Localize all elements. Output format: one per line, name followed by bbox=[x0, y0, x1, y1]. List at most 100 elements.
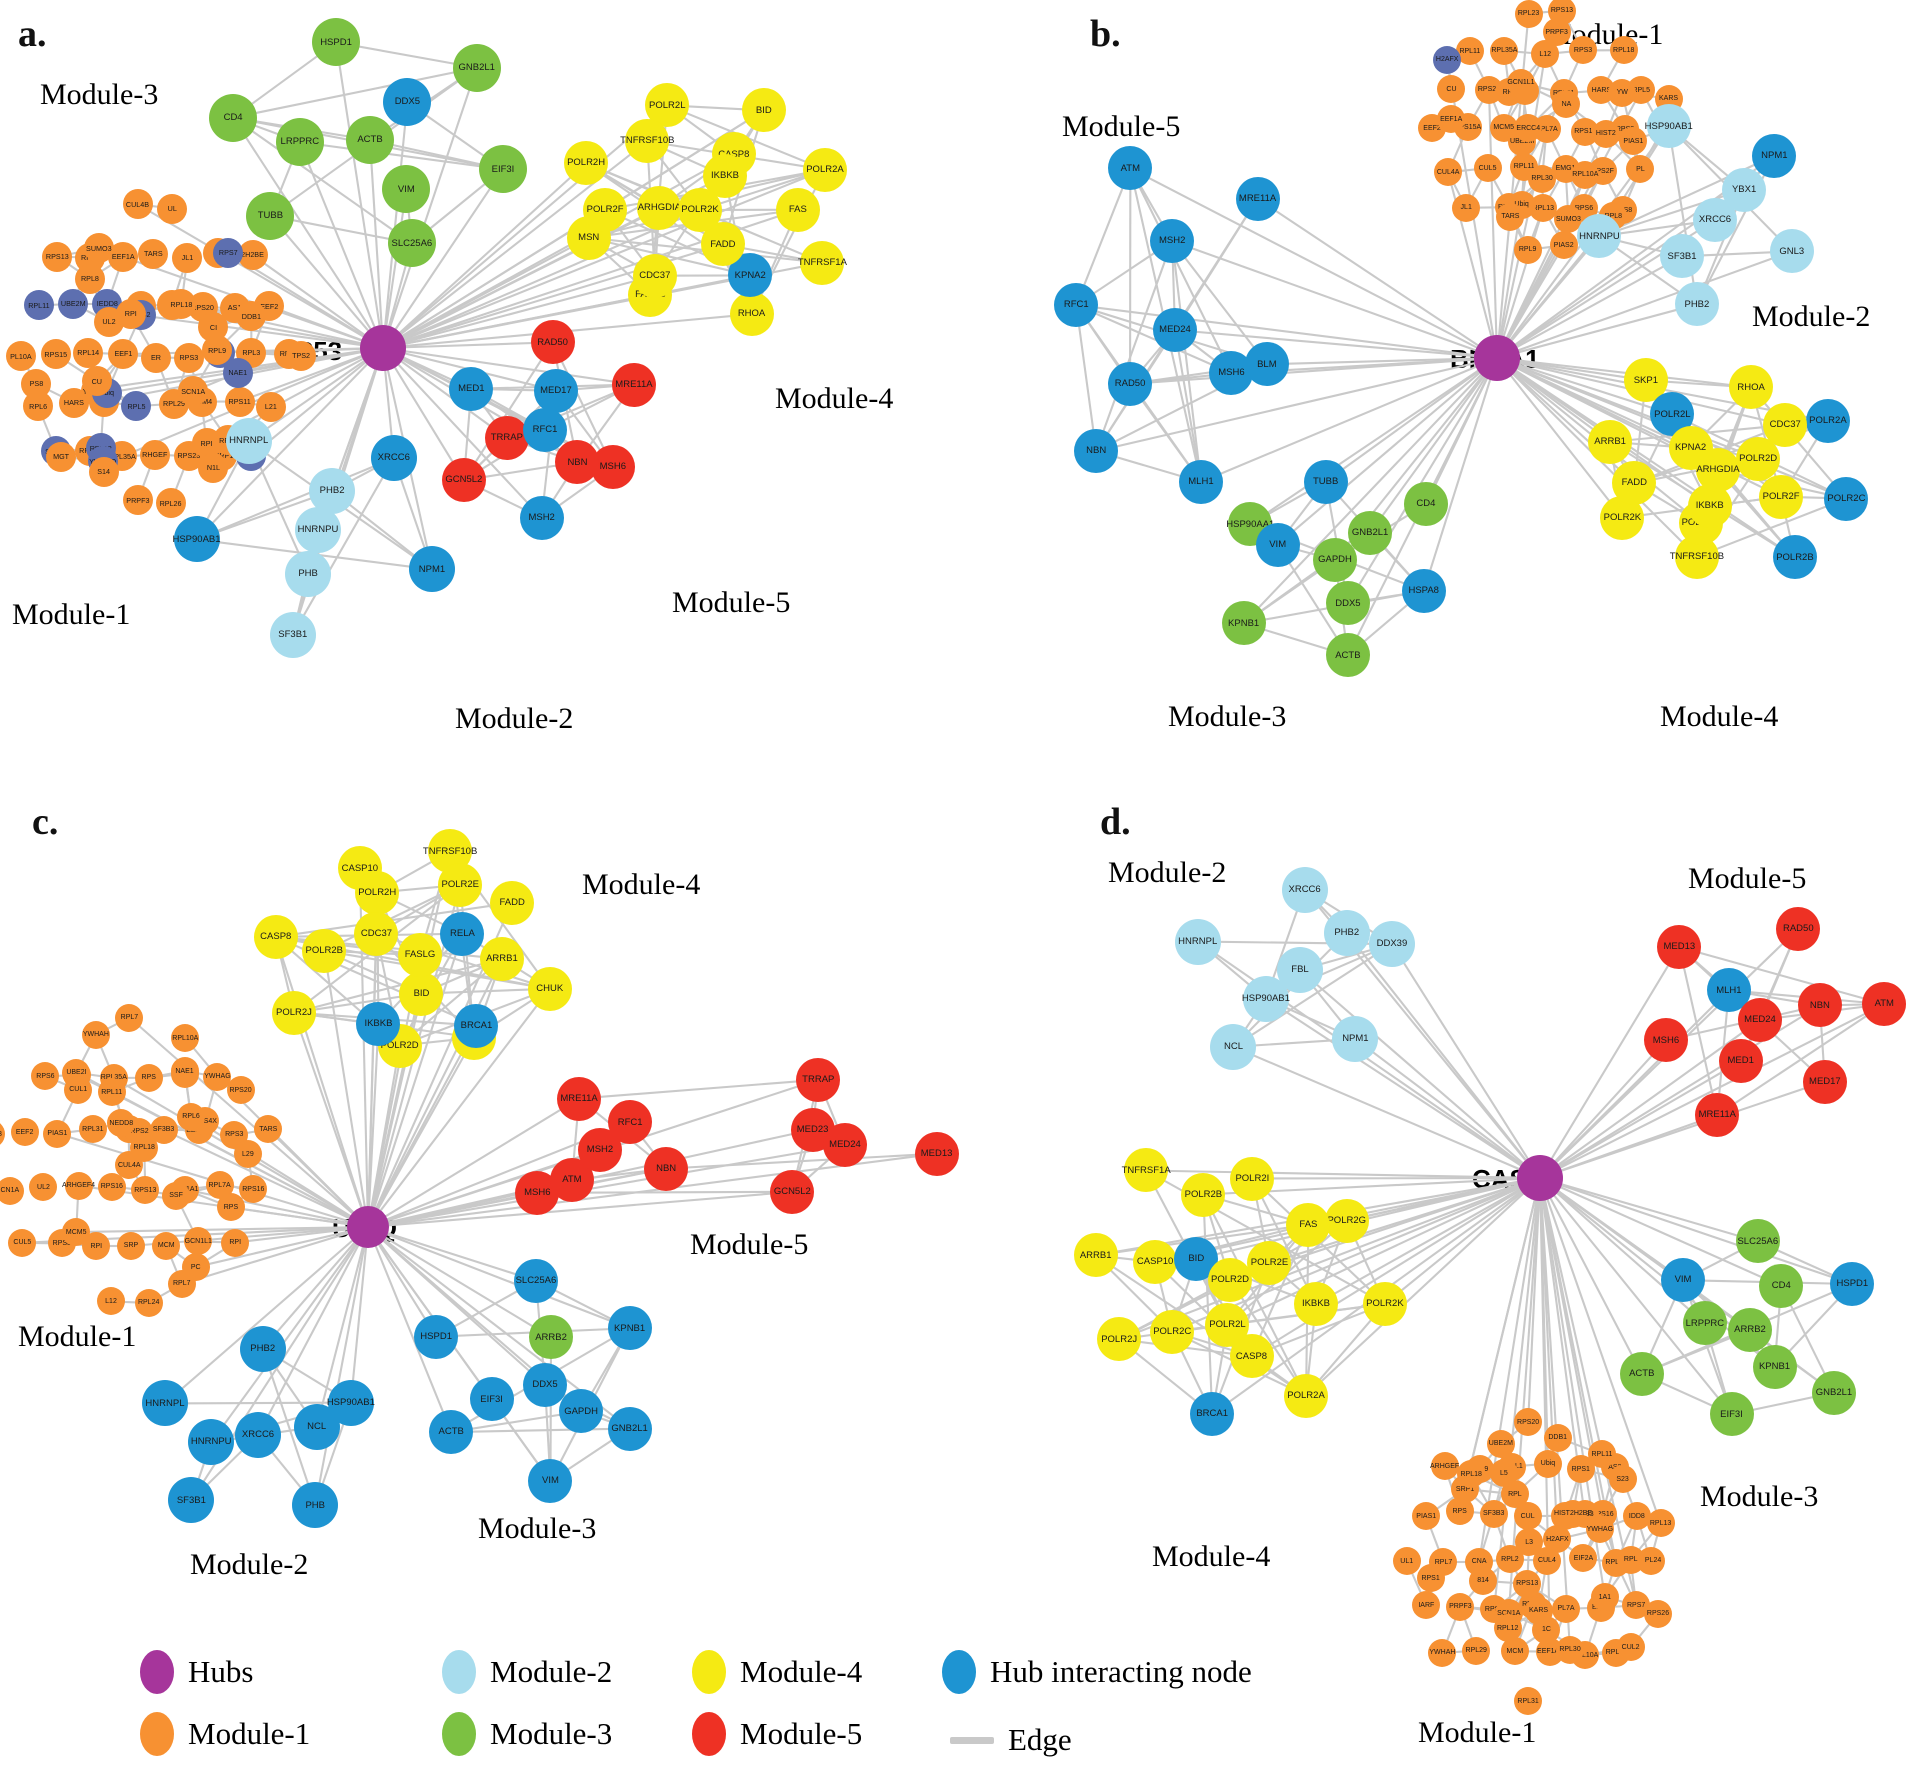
module-4-node[interactable]: POLR2G bbox=[1324, 1198, 1369, 1243]
module-1-node[interactable]: RPS20 bbox=[226, 1076, 255, 1105]
module-3-node[interactable]: GNB2L1 bbox=[1348, 510, 1393, 555]
module-1-node[interactable]: RPL31 bbox=[78, 1115, 107, 1144]
module-4-node[interactable]: ARHGDIA bbox=[637, 185, 682, 230]
module-2-node[interactable]: NCL bbox=[293, 1403, 340, 1450]
module-1-node[interactable]: RPL12 bbox=[1493, 1614, 1522, 1643]
module-1-node[interactable]: RPL29 bbox=[1462, 1636, 1491, 1665]
module-3-node[interactable]: GAPDH bbox=[559, 1389, 604, 1434]
module-4-node[interactable]: TNFRSF10B bbox=[620, 119, 674, 164]
module-3-node[interactable]: GAPDH bbox=[1313, 538, 1357, 582]
module-1-node[interactable]: RPS20 bbox=[1514, 1408, 1543, 1437]
module-4-node[interactable]: POLR2K bbox=[678, 188, 722, 232]
module-2-node[interactable]: HNRNPU bbox=[1577, 214, 1622, 259]
module-3-node[interactable]: EIF3I bbox=[1709, 1392, 1754, 1437]
module-4-node[interactable]: POLR2K bbox=[1362, 1281, 1407, 1326]
module-1-node[interactable]: RPL26 bbox=[155, 488, 186, 519]
module-5-node[interactable]: MRE11A bbox=[1235, 176, 1280, 221]
module-3-node[interactable]: ARRB2 bbox=[529, 1315, 574, 1360]
module-5-node[interactable]: GCN5L2 bbox=[770, 1169, 815, 1214]
module-1-node[interactable]: RPS23 bbox=[0, 1120, 5, 1149]
module-1-node[interactable]: RPL8 bbox=[74, 263, 105, 294]
module-3-node[interactable]: CD4 bbox=[209, 93, 258, 142]
module-1-node[interactable]: RPS11 bbox=[224, 386, 255, 417]
module-5-node[interactable]: ATM bbox=[1108, 146, 1153, 191]
module-1-node[interactable]: RPL18 bbox=[1457, 1460, 1486, 1489]
module-4-node[interactable]: POLR2F bbox=[583, 187, 628, 232]
module-1-node[interactable]: DDB1 bbox=[236, 301, 267, 332]
module-5-node[interactable]: MSH2 bbox=[1150, 219, 1195, 264]
module-1-node[interactable]: RPI bbox=[221, 1228, 250, 1257]
module-4-node[interactable]: ARRB1 bbox=[1588, 419, 1633, 464]
module-1-node[interactable]: L5 bbox=[1489, 1459, 1518, 1488]
module-5-node[interactable]: MED24 bbox=[1153, 308, 1197, 352]
module-5-node[interactable]: MED13 bbox=[914, 1131, 959, 1176]
module-3-node[interactable]: LRPPRC bbox=[275, 118, 324, 167]
module-2-node[interactable]: GNL3 bbox=[1769, 229, 1814, 274]
module-1-node[interactable]: EEF1A bbox=[1437, 105, 1466, 134]
module-2-node[interactable]: HNRNPL bbox=[1174, 918, 1221, 965]
module-4-node[interactable]: POLR2J bbox=[271, 990, 316, 1035]
module-3-node[interactable]: ACTB bbox=[346, 116, 394, 164]
module-4-node[interactable]: BID bbox=[741, 88, 786, 133]
module-1-node[interactable]: SSF bbox=[162, 1181, 191, 1210]
module-3-node[interactable]: CD4 bbox=[1759, 1263, 1804, 1308]
module-1-node[interactable]: RPL11 bbox=[1587, 1440, 1616, 1469]
module-1-node[interactable]: CU bbox=[1437, 75, 1466, 104]
module-3-node[interactable]: KPNB1 bbox=[1752, 1344, 1797, 1389]
module-2-node[interactable]: XRCC6 bbox=[370, 435, 417, 482]
module-1-node[interactable]: EEF2 bbox=[10, 1118, 39, 1147]
module-4-node[interactable]: FASLG bbox=[398, 933, 442, 977]
module-4-node[interactable]: CASP8 bbox=[253, 914, 298, 959]
module-5-node[interactable]: TRRAP bbox=[484, 416, 529, 461]
module-5-node[interactable]: NBN bbox=[555, 440, 600, 485]
module-3-node[interactable]: EIF3I bbox=[478, 145, 527, 194]
module-1-node[interactable]: UL2 bbox=[29, 1173, 58, 1202]
module-3-node[interactable]: KPNB1 bbox=[1221, 601, 1266, 646]
module-5-node[interactable]: ATM bbox=[1862, 982, 1907, 1027]
module-4-node[interactable]: FAS bbox=[1286, 1202, 1331, 1247]
module-1-node[interactable]: RPS15 bbox=[40, 339, 71, 370]
module-1-node[interactable]: RPL10A bbox=[1571, 160, 1600, 189]
module-1-node[interactable]: PRPF3 bbox=[122, 485, 153, 516]
module-1-node[interactable]: TARS bbox=[254, 1115, 283, 1144]
module-4-node[interactable]: POLR2B bbox=[1181, 1172, 1226, 1217]
module-2-node[interactable]: XRCC6 bbox=[1281, 866, 1328, 913]
module-5-node[interactable]: RFC1 bbox=[523, 408, 567, 452]
module-1-node[interactable]: CUL1 bbox=[64, 1075, 93, 1104]
module-4-node[interactable]: RHOA bbox=[729, 292, 774, 337]
module-3-node[interactable]: HSPA8 bbox=[1401, 568, 1446, 613]
module-3-node[interactable]: VIM bbox=[528, 1459, 573, 1504]
module-4-node[interactable]: POLR2D bbox=[1208, 1258, 1252, 1302]
module-1-node[interactable]: PL10A bbox=[5, 341, 36, 372]
module-4-node[interactable]: ARRB1 bbox=[479, 936, 524, 981]
module-2-node[interactable]: SF3B1 bbox=[1660, 234, 1705, 279]
module-4-node[interactable]: FADD bbox=[1612, 461, 1657, 506]
module-4-node[interactable]: POLR2L bbox=[1650, 392, 1695, 437]
module-3-node[interactable]: ACTB bbox=[1619, 1351, 1664, 1396]
module-3-node[interactable]: GNB2L1 bbox=[1811, 1370, 1856, 1415]
module-4-node[interactable]: IKBKB bbox=[1293, 1282, 1338, 1327]
module-1-node[interactable]: ERCC4 bbox=[1514, 114, 1543, 143]
module-3-node[interactable]: LRPPRC bbox=[1682, 1301, 1727, 1346]
module-1-node[interactable]: RPL bbox=[1616, 1545, 1645, 1574]
module-1-node[interactable]: PIAS2 bbox=[1549, 231, 1578, 260]
module-5-node[interactable]: MED13 bbox=[1657, 925, 1702, 970]
module-1-node[interactable]: YW bbox=[1608, 78, 1637, 107]
module-2-node[interactable]: XRCC6 bbox=[1693, 198, 1737, 242]
module-1-node[interactable]: 1A1 bbox=[1590, 1583, 1619, 1611]
module-1-node[interactable]: 814 bbox=[1469, 1566, 1498, 1595]
module-4-node[interactable]: POLR2B bbox=[302, 928, 347, 973]
module-1-node[interactable]: HIST2 bbox=[1591, 119, 1620, 148]
module-5-node[interactable]: RFC1 bbox=[1054, 283, 1099, 328]
module-2-node[interactable]: PHB2 bbox=[239, 1325, 286, 1372]
module-3-node[interactable]: DDX5 bbox=[383, 78, 432, 127]
module-5-node[interactable]: MSH2 bbox=[578, 1128, 622, 1172]
module-1-node[interactable]: CUL5 bbox=[1473, 154, 1502, 183]
module-2-node[interactable]: HNRNPL bbox=[225, 418, 272, 465]
module-1-node[interactable]: TPS2 bbox=[286, 340, 317, 371]
module-5-node[interactable]: NBN bbox=[644, 1146, 689, 1191]
module-1-node[interactable]: SCN1A bbox=[178, 376, 209, 407]
module-1-node[interactable]: RPL18 bbox=[130, 1133, 159, 1162]
module-1-node[interactable]: RPL5 bbox=[121, 391, 152, 422]
module-1-node[interactable]: RPL11 bbox=[23, 290, 54, 321]
